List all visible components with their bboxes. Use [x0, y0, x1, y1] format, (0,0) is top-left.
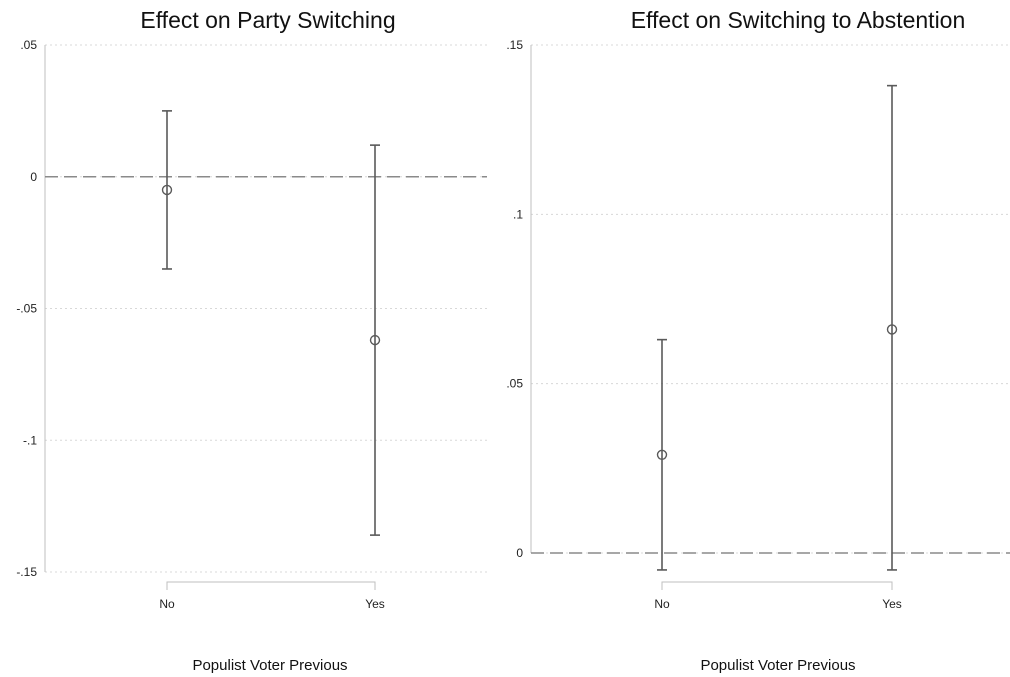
- panel-1-x-tick-label: No: [159, 597, 175, 611]
- panel-2-x-tick-label: No: [654, 597, 670, 611]
- panel-2-point-estimate: [886, 324, 898, 335]
- panel-2-title: Effect on Switching to Abstention: [631, 7, 966, 33]
- panel-2-x-tick-label: Yes: [882, 597, 902, 611]
- panel-1-title: Effect on Party Switching: [140, 7, 395, 33]
- panel-1-x-axis-title: Populist Voter Previous: [192, 657, 347, 674]
- panel-2-y-tick-label: .05: [506, 377, 523, 391]
- panel-1-x-axis: [166, 581, 376, 590]
- panel-2-y-tick-label: 0: [516, 546, 523, 560]
- panel-2-point-estimate: [656, 449, 668, 460]
- panel-1-y-tick-label: 0: [30, 170, 37, 184]
- panel-1-y-tick-label: -.05: [16, 302, 37, 316]
- panel-2-y-tick-label: .1: [513, 207, 523, 221]
- panel-2-x-axis: [661, 581, 893, 590]
- panel-1-x-tick-label: Yes: [365, 597, 385, 611]
- panel-1-point-estimate: [369, 334, 381, 346]
- panel-2-x-axis-title: Populist Voter Previous: [700, 657, 855, 674]
- panel-1-y-tick-label: .05: [20, 38, 37, 52]
- panel-1-y-tick-label: -.1: [23, 433, 37, 447]
- panel-1-point-estimate: [161, 184, 173, 196]
- panel-1-y-tick-label: -.15: [16, 565, 37, 579]
- panel-2-y-tick-label: .15: [506, 38, 523, 52]
